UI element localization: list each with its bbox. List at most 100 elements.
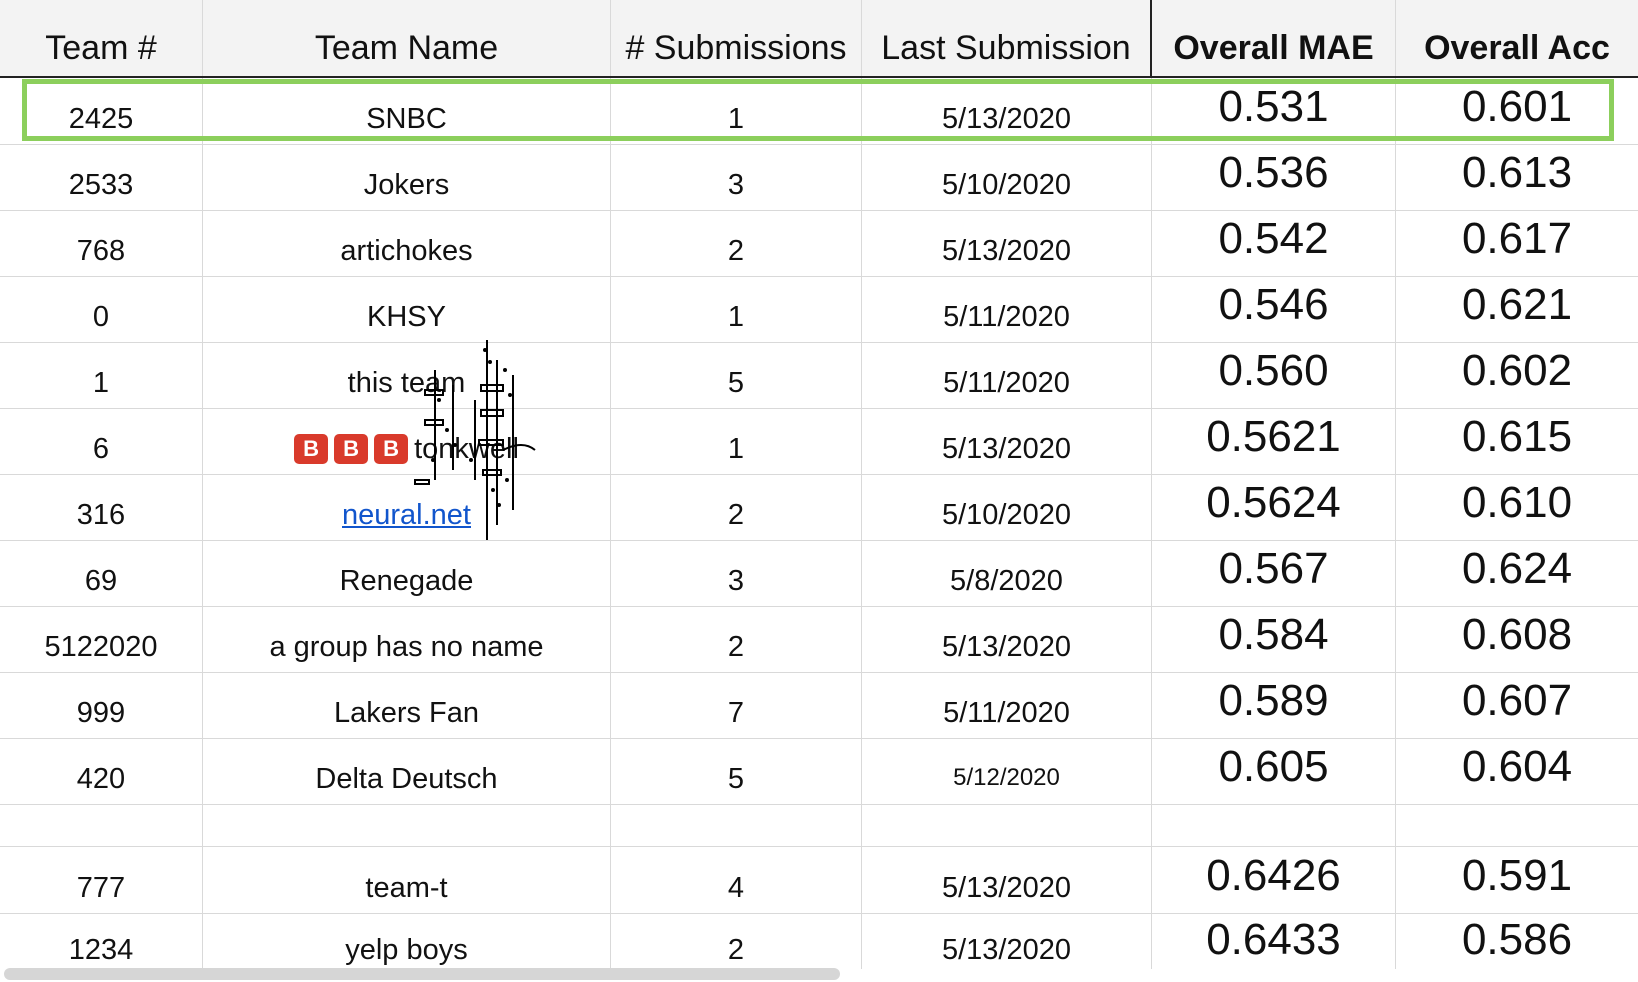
- cell-overall-acc[interactable]: 0.624: [1461, 544, 1573, 593]
- cell-team-name[interactable]: Lakers Fan: [203, 672, 611, 738]
- cell-team-number[interactable]: 6: [0, 408, 203, 474]
- cell-team-number[interactable]: 2533: [0, 144, 203, 210]
- cell-team-number[interactable]: 768: [0, 210, 203, 276]
- cell-team-name[interactable]: KHSY: [203, 276, 611, 342]
- cell-overall-acc[interactable]: 0.617: [1461, 214, 1573, 263]
- cell-overall-mae[interactable]: 0.536: [1152, 144, 1396, 210]
- empty-cell[interactable]: [611, 804, 862, 846]
- header-overall-mae[interactable]: Overall MAE: [1152, 0, 1396, 76]
- cell-team-number[interactable]: 69: [0, 540, 203, 606]
- team-name-text: tonkwell: [414, 433, 519, 465]
- cell-last-submission[interactable]: 5/13/2020: [862, 78, 1152, 144]
- cell-overall-mae[interactable]: 0.589: [1152, 672, 1396, 738]
- cell-overall-acc[interactable]: 0.621: [1461, 280, 1573, 329]
- cell-submissions[interactable]: 2: [611, 606, 862, 672]
- cell-team-number[interactable]: 999: [0, 672, 203, 738]
- cell-overall-mae[interactable]: 0.560: [1152, 342, 1396, 408]
- cell-team-name[interactable]: B B B tonkwell: [203, 408, 611, 474]
- empty-cell[interactable]: [1396, 804, 1638, 846]
- cell-team-name[interactable]: team-t: [203, 847, 611, 913]
- cell-team-name[interactable]: a group has no name: [203, 606, 611, 672]
- cell-team-name[interactable]: SNBC: [203, 78, 611, 144]
- cell-last-submission[interactable]: 5/11/2020: [862, 276, 1152, 342]
- cell-overall-acc[interactable]: 0.610: [1461, 478, 1573, 527]
- table-row: 316 neural.net 2 5/10/2020 0.5624 0.610: [0, 474, 1638, 541]
- cell-overall-mae[interactable]: 0.542: [1152, 210, 1396, 276]
- cell-last-submission[interactable]: 5/13/2020: [862, 210, 1152, 276]
- cell-team-name[interactable]: Delta Deutsch: [203, 738, 611, 804]
- cell-overall-mae[interactable]: 0.6426: [1152, 847, 1396, 913]
- cell-overall-acc[interactable]: 0.601: [1461, 82, 1573, 131]
- cell-overall-acc[interactable]: 0.615: [1461, 412, 1573, 461]
- b-button-emoji-icon: B: [374, 434, 409, 464]
- cell-submissions[interactable]: 2: [611, 474, 862, 540]
- cell-overall-mae[interactable]: 0.567: [1152, 540, 1396, 606]
- cell-overall-mae[interactable]: 0.546: [1152, 276, 1396, 342]
- table-row: 0 KHSY 1 5/11/2020 0.546 0.621: [0, 276, 1638, 343]
- cell-last-submission[interactable]: 5/8/2020: [862, 540, 1152, 606]
- cell-team-name[interactable]: Renegade: [203, 540, 611, 606]
- cell-team-number[interactable]: 5122020: [0, 606, 203, 672]
- cell-team-name[interactable]: artichokes: [203, 210, 611, 276]
- cell-overall-acc[interactable]: 0.586: [1461, 915, 1573, 964]
- b-button-emoji-icon: B: [334, 434, 369, 464]
- cell-last-submission[interactable]: 5/10/2020: [862, 474, 1152, 540]
- cell-overall-mae[interactable]: 0.605: [1152, 738, 1396, 804]
- header-row: Team # Team Name # Submissions Last Subm…: [0, 0, 1638, 78]
- cell-submissions[interactable]: 1: [611, 78, 862, 144]
- cell-team-number[interactable]: 1234: [0, 913, 203, 969]
- cell-last-submission[interactable]: 5/13/2020: [862, 847, 1152, 913]
- header-last-submission[interactable]: Last Submission: [862, 0, 1152, 76]
- empty-cell[interactable]: [0, 804, 203, 846]
- cell-team-number[interactable]: 420: [0, 738, 203, 804]
- cell-team-name[interactable]: yelp boys: [203, 913, 611, 969]
- cell-team-number[interactable]: 777: [0, 847, 203, 913]
- empty-cell[interactable]: [862, 804, 1152, 846]
- header-submissions[interactable]: # Submissions: [611, 0, 862, 76]
- cell-submissions[interactable]: 2: [611, 210, 862, 276]
- cell-overall-acc[interactable]: 0.602: [1461, 346, 1573, 395]
- cell-overall-mae[interactable]: 0.531: [1152, 78, 1396, 144]
- table-row: 1234 yelp boys 2 5/13/2020 0.6433 0.586: [0, 913, 1638, 969]
- header-team-number[interactable]: Team #: [0, 0, 203, 76]
- header-team-name[interactable]: Team Name: [203, 0, 611, 76]
- cell-submissions[interactable]: 3: [611, 540, 862, 606]
- header-overall-acc[interactable]: Overall Acc: [1424, 29, 1610, 67]
- cell-submissions[interactable]: 4: [611, 847, 862, 913]
- cell-team-number[interactable]: 0: [0, 276, 203, 342]
- cell-last-submission[interactable]: 5/10/2020: [862, 144, 1152, 210]
- cell-submissions[interactable]: 3: [611, 144, 862, 210]
- cell-submissions[interactable]: 1: [611, 408, 862, 474]
- cell-overall-acc[interactable]: 0.604: [1461, 742, 1573, 791]
- cell-overall-mae[interactable]: 0.5621: [1152, 408, 1396, 474]
- cell-submissions[interactable]: 5: [611, 342, 862, 408]
- cell-overall-mae[interactable]: 0.5624: [1152, 474, 1396, 540]
- cell-last-submission[interactable]: 5/11/2020: [862, 342, 1152, 408]
- cell-last-submission[interactable]: 5/13/2020: [862, 913, 1152, 969]
- team-name-link[interactable]: neural.net: [342, 499, 471, 531]
- cell-overall-acc[interactable]: 0.608: [1461, 610, 1573, 659]
- cell-team-number[interactable]: 316: [0, 474, 203, 540]
- cell-last-submission[interactable]: 5/12/2020: [862, 738, 1152, 804]
- table-row: 2533 Jokers 3 5/10/2020 0.536 0.613: [0, 144, 1638, 211]
- cell-team-number[interactable]: 2425: [0, 78, 203, 144]
- cell-submissions[interactable]: 5: [611, 738, 862, 804]
- cell-overall-acc[interactable]: 0.613: [1461, 148, 1573, 197]
- cell-team-number[interactable]: 1: [0, 342, 203, 408]
- cell-overall-mae[interactable]: 0.6433: [1152, 913, 1396, 969]
- cell-overall-acc[interactable]: 0.591: [1461, 851, 1573, 900]
- cell-team-name[interactable]: Jokers: [203, 144, 611, 210]
- cell-last-submission[interactable]: 5/11/2020: [862, 672, 1152, 738]
- cell-submissions[interactable]: 1: [611, 276, 862, 342]
- empty-cell[interactable]: [203, 804, 611, 846]
- cell-submissions[interactable]: 2: [611, 913, 862, 969]
- cell-last-submission[interactable]: 5/13/2020: [862, 606, 1152, 672]
- cell-overall-acc[interactable]: 0.607: [1461, 676, 1573, 725]
- cell-overall-mae[interactable]: 0.584: [1152, 606, 1396, 672]
- cell-team-name[interactable]: this team: [203, 342, 611, 408]
- cell-team-name[interactable]: neural.net: [203, 474, 611, 540]
- cell-last-submission[interactable]: 5/13/2020: [862, 408, 1152, 474]
- cell-submissions[interactable]: 7: [611, 672, 862, 738]
- empty-cell[interactable]: [1152, 804, 1396, 846]
- horizontal-scrollbar[interactable]: [4, 968, 840, 980]
